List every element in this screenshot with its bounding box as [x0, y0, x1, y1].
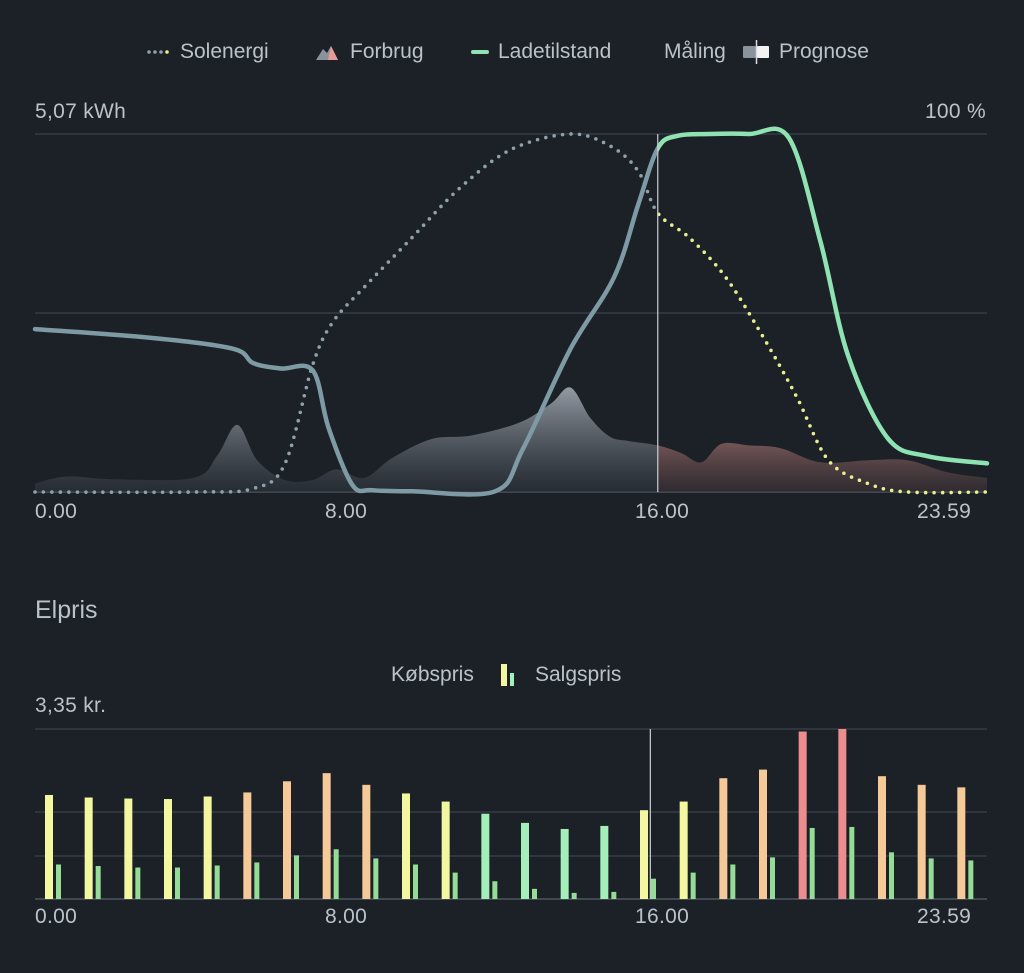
consumption-area-forecast	[657, 442, 987, 492]
price-x-tick: 0.00	[35, 905, 78, 928]
legend-sell-label: Salgspris	[535, 663, 622, 686]
buy-price-bar	[164, 799, 172, 899]
legend-charge-label: Ladetilstand	[498, 40, 612, 63]
legend-consumption-label: Forbrug	[350, 40, 424, 63]
buy-price-bar	[679, 801, 688, 899]
sell-price-bar	[928, 858, 934, 899]
buy-price-bar	[917, 784, 926, 899]
consumption-area	[35, 387, 987, 492]
energy-x-tick: 0.00	[35, 500, 78, 523]
buy-price-bar	[759, 769, 767, 899]
energy-chart	[32, 126, 990, 497]
sell-price-bar	[214, 865, 220, 899]
legend-measured-label: Måling	[664, 40, 726, 63]
energy-x-tick: 16.00	[635, 500, 690, 523]
buy-price-bar	[441, 801, 450, 899]
buy-price-bar	[600, 825, 609, 899]
charge-line-forecast	[657, 126, 990, 466]
solar-line-measured	[33, 132, 658, 495]
sell-price-bar	[889, 852, 894, 899]
sell-price-bar	[333, 849, 339, 899]
buy-price-bar	[84, 797, 93, 899]
buy-price-bar	[521, 822, 529, 899]
buy-price-bar	[283, 781, 291, 899]
sell-price-bar	[651, 878, 656, 899]
price-x-tick: 8.00	[325, 905, 368, 928]
price-gridlines	[35, 728, 987, 900]
buy-price-bar	[798, 731, 807, 899]
buy-price-bar	[45, 794, 53, 899]
sell-price-bar	[294, 855, 299, 899]
sell-price-bar	[730, 864, 736, 899]
buy-price-bar	[402, 793, 410, 899]
price-y-max: 3,35 kr.	[35, 694, 107, 717]
sell-price-bar	[254, 862, 260, 899]
energy-y-left-max: 5,07 kWh	[35, 100, 127, 123]
sell-price-bar	[532, 888, 537, 899]
buy-price-bar	[362, 784, 371, 899]
buy-price-bar	[560, 828, 569, 899]
buy-price-bar	[124, 798, 133, 899]
sell-price-bar	[492, 881, 498, 899]
sell-price-bar	[452, 872, 458, 899]
sell-price-bar	[611, 891, 617, 899]
sell-price-bar	[373, 858, 379, 899]
price-heading: Elpris	[35, 596, 98, 624]
legend-forecast-label: Prognose	[779, 40, 869, 63]
legend-buy-label: Købspris	[391, 663, 474, 686]
sell-price-bar	[571, 892, 577, 899]
price-x-tick: 23.59	[917, 905, 972, 928]
sell-price-bar	[135, 867, 141, 899]
buy-price-bar	[243, 792, 252, 899]
consumption-area-measured	[35, 387, 658, 492]
legend-solar-label: Solenergi	[180, 40, 269, 63]
energy-x-tick: 8.00	[325, 500, 368, 523]
sell-price-bar	[56, 864, 61, 899]
buy-price-bar	[878, 776, 886, 899]
sell-price-bar	[809, 827, 815, 899]
sell-price-bar	[175, 867, 180, 899]
price-x-tick: 16.00	[635, 905, 690, 928]
buy-price-bar	[957, 787, 966, 899]
buy-price-bar	[838, 729, 847, 899]
buy-price-bar	[719, 778, 728, 899]
sell-price-bar	[968, 860, 974, 899]
buy-price-bar	[322, 773, 331, 899]
buy-price-bar	[481, 813, 490, 899]
buy-price-bar	[640, 810, 648, 899]
sell-price-bar	[690, 872, 696, 899]
charge-line-measured	[32, 144, 658, 497]
sell-price-bar	[770, 857, 775, 899]
sell-price-bar	[849, 826, 855, 899]
sell-price-bar	[413, 864, 418, 899]
energy-y-right-max: 100 %	[924, 100, 986, 123]
energy-x-tick: 23.59	[917, 500, 972, 523]
sell-price-bar	[95, 866, 101, 899]
buy-price-bar	[203, 796, 212, 899]
